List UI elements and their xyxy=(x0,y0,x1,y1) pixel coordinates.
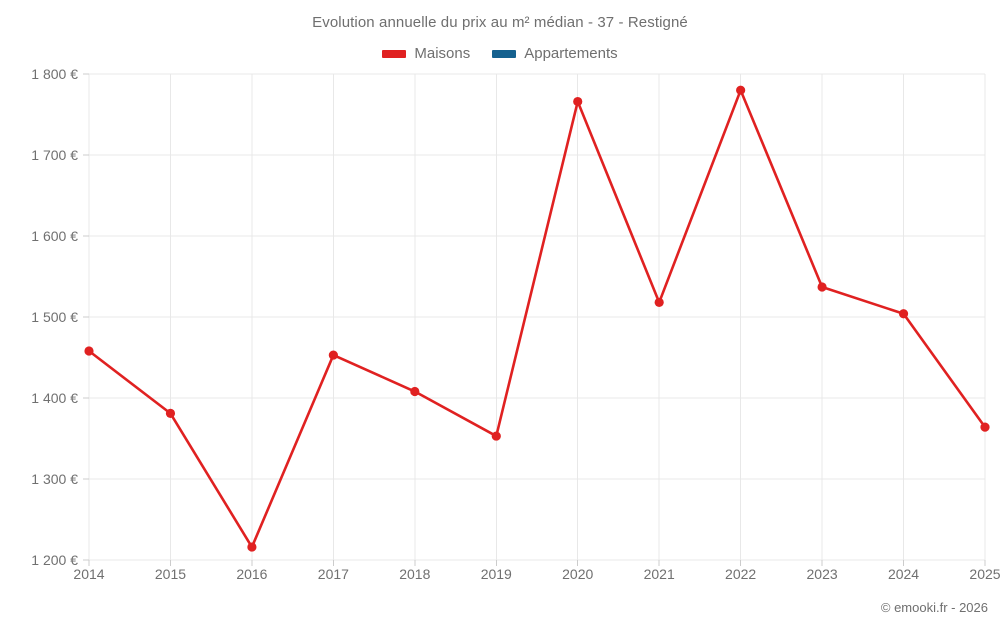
data-point[interactable] xyxy=(736,85,746,95)
y-axis-tick-label: 1 500 € xyxy=(31,309,78,325)
x-axis-tick-label: 2016 xyxy=(236,566,268,582)
y-axis-tick-label: 1 400 € xyxy=(31,390,78,406)
data-point[interactable] xyxy=(654,297,664,308)
data-point[interactable] xyxy=(165,408,176,418)
chart-title: Evolution annuelle du prix au m² médian … xyxy=(312,14,688,31)
x-axis-tick-label: 2022 xyxy=(725,566,757,582)
x-axis-tick-label: 2015 xyxy=(154,566,187,582)
x-axis-tick-label: 2024 xyxy=(887,566,920,582)
data-point[interactable] xyxy=(84,346,94,356)
series-line-maisons xyxy=(87,88,987,549)
data-point[interactable] xyxy=(247,542,257,552)
data-point[interactable] xyxy=(817,282,827,292)
legend-label-maisons: Maisons xyxy=(414,45,471,62)
legend-item-appartements[interactable]: Appartements xyxy=(492,45,618,62)
legend-swatch-maisons xyxy=(382,49,407,58)
x-axis-tick-label: 2020 xyxy=(562,566,594,582)
data-point[interactable] xyxy=(328,350,338,360)
chart-legend: Maisons Appartements xyxy=(0,45,1000,62)
data-point[interactable] xyxy=(898,309,909,319)
legend-label-appartements: Appartements xyxy=(524,45,618,62)
legend-swatch-appartements xyxy=(492,49,517,58)
x-axis-tick-label: 2019 xyxy=(480,566,512,582)
data-point[interactable] xyxy=(491,431,501,441)
data-point[interactable] xyxy=(980,422,990,432)
y-axis-tick-label: 1 600 € xyxy=(31,228,78,244)
x-axis-tick-label: 2023 xyxy=(806,566,838,582)
x-axis-tick-label: 2021 xyxy=(643,566,675,582)
y-axis-tick-label: 1 700 € xyxy=(31,147,78,163)
x-axis-tick-label: 2018 xyxy=(399,566,431,582)
copyright-credit: © emooki.fr - 2026 xyxy=(880,600,988,615)
y-axis-tick-label: 1 200 € xyxy=(31,552,78,568)
y-axis-tick-label: 1 300 € xyxy=(31,471,78,487)
x-axis-tick-label: 2017 xyxy=(317,566,349,582)
legend-item-maisons[interactable]: Maisons xyxy=(382,45,470,62)
data-point[interactable] xyxy=(410,386,420,397)
x-axis-tick-label: 2014 xyxy=(73,566,105,582)
data-point[interactable] xyxy=(573,96,583,107)
y-axis-tick-label: 1 800 € xyxy=(31,66,78,82)
x-axis-tick-label: 2025 xyxy=(969,566,1000,582)
